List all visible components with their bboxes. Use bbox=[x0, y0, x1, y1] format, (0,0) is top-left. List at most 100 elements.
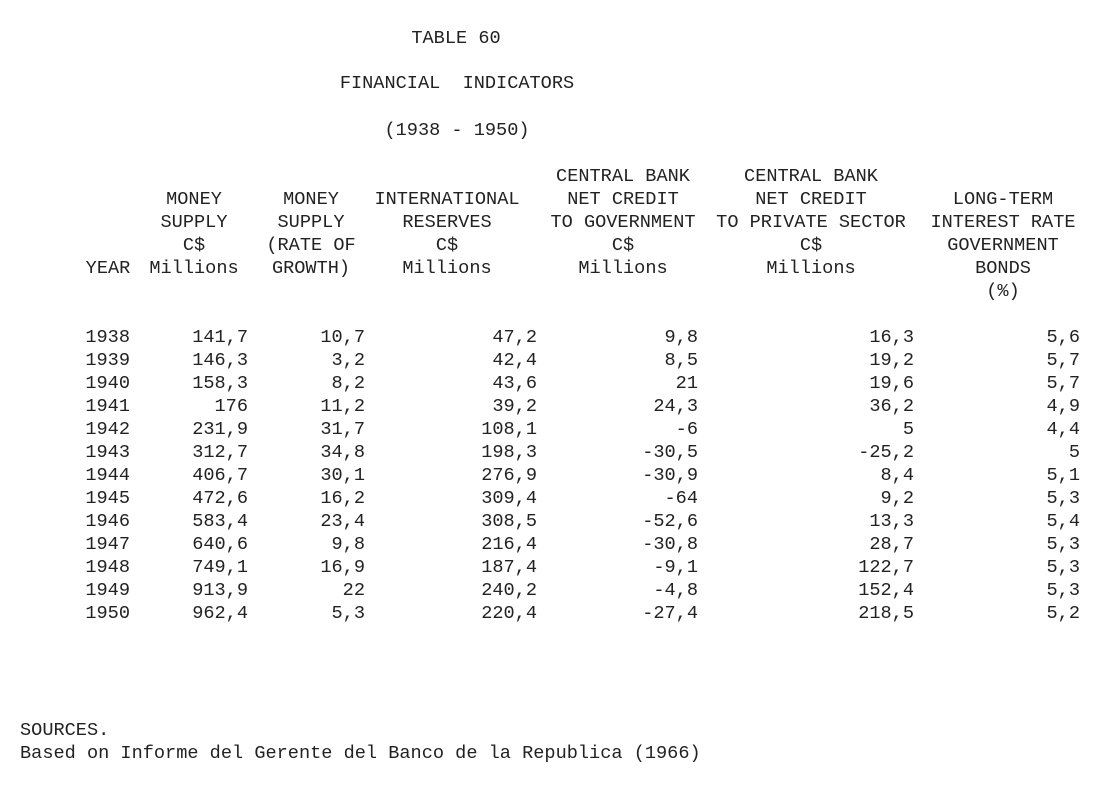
row-year: 1938 bbox=[85, 327, 130, 348]
table-cell-money-supply-growth: 34,8 bbox=[320, 442, 365, 463]
row-year: 1940 bbox=[85, 373, 130, 394]
table-cell-cb-credit-private: 152,4 bbox=[858, 580, 914, 601]
column-header-cb-credit-government: Millions bbox=[578, 258, 668, 279]
column-header-money-supply-growth: (RATE OF bbox=[266, 235, 356, 256]
column-header-money-supply: MONEY bbox=[166, 189, 222, 210]
table-cell-cb-credit-private: 5 bbox=[902, 419, 914, 440]
table-cell-money-supply: 962,4 bbox=[192, 603, 248, 624]
table-cell-money-supply: 749,1 bbox=[192, 557, 248, 578]
column-header-cb-credit-government: C$ bbox=[611, 235, 635, 256]
table-cell-international-reserves: 108,1 bbox=[481, 419, 537, 440]
table-cell-long-term-rate: 4,4 bbox=[1046, 419, 1080, 440]
table-cell-cb-credit-private: 218,5 bbox=[858, 603, 914, 624]
table-cell-international-reserves: 240,2 bbox=[481, 580, 537, 601]
table-cell-cb-credit-government: -9,1 bbox=[653, 557, 698, 578]
table-cell-money-supply: 146,3 bbox=[192, 350, 248, 371]
table-cell-cb-credit-private: 19,2 bbox=[869, 350, 914, 371]
row-year: 1947 bbox=[85, 534, 130, 555]
sources-label: SOURCES. bbox=[20, 720, 110, 741]
row-year: 1944 bbox=[85, 465, 130, 486]
table-cell-international-reserves: 198,3 bbox=[481, 442, 537, 463]
table-cell-long-term-rate: 5,3 bbox=[1046, 580, 1080, 601]
table-cell-cb-credit-government: 21 bbox=[675, 373, 698, 394]
column-header-long-term-rate: BONDS bbox=[975, 258, 1031, 279]
table-cell-money-supply-growth: 10,7 bbox=[320, 327, 365, 348]
table-cell-cb-credit-private: 28,7 bbox=[869, 534, 914, 555]
column-header-money-supply: C$ bbox=[182, 235, 206, 256]
table-cell-long-term-rate: 5,2 bbox=[1046, 603, 1080, 624]
column-header-cb-credit-private: CENTRAL BANK bbox=[744, 166, 878, 187]
column-header-money-supply: SUPPLY bbox=[160, 212, 228, 233]
table-cell-money-supply: 158,3 bbox=[192, 373, 248, 394]
table-cell-international-reserves: 47,2 bbox=[492, 327, 537, 348]
column-header-cb-credit-government: TO GOVERNMENT bbox=[550, 212, 696, 233]
table-cell-money-supply-growth: 30,1 bbox=[320, 465, 365, 486]
table-cell-cb-credit-government: -30,9 bbox=[642, 465, 698, 486]
table-cell-cb-credit-private: 16,3 bbox=[869, 327, 914, 348]
table-cell-money-supply: 141,7 bbox=[192, 327, 248, 348]
sources-text: Based on Informe del Gerente del Banco d… bbox=[20, 743, 701, 764]
table-cell-international-reserves: 220,4 bbox=[481, 603, 537, 624]
row-year: 1939 bbox=[85, 350, 130, 371]
table-cell-international-reserves: 39,2 bbox=[492, 396, 537, 417]
column-header-money-supply-growth: GROWTH) bbox=[271, 258, 351, 279]
table-cell-money-supply: 472,6 bbox=[192, 488, 248, 509]
column-header-international-reserves: INTERNATIONAL bbox=[374, 189, 520, 210]
table-cell-cb-credit-government: -4,8 bbox=[653, 580, 698, 601]
column-header-cb-credit-government: CENTRAL BANK bbox=[556, 166, 690, 187]
table-cell-cb-credit-government: 8,5 bbox=[664, 350, 698, 371]
column-header-long-term-rate: LONG-TERM bbox=[952, 189, 1054, 210]
table-cell-money-supply-growth: 11,2 bbox=[320, 396, 365, 417]
table-cell-long-term-rate: 5,3 bbox=[1046, 534, 1080, 555]
table-cell-money-supply: 640,6 bbox=[192, 534, 248, 555]
column-header-money-supply-growth: SUPPLY bbox=[277, 212, 345, 233]
table-cell-long-term-rate: 5,4 bbox=[1046, 511, 1080, 532]
table-cell-international-reserves: 216,4 bbox=[481, 534, 537, 555]
table-cell-money-supply-growth: 16,2 bbox=[320, 488, 365, 509]
column-header-cb-credit-private: C$ bbox=[799, 235, 823, 256]
row-year: 1943 bbox=[85, 442, 130, 463]
table-cell-long-term-rate: 5,3 bbox=[1046, 488, 1080, 509]
table-number: TABLE 60 bbox=[411, 28, 501, 49]
table-cell-cb-credit-private: 19,6 bbox=[869, 373, 914, 394]
table-period: (1938 - 1950) bbox=[384, 120, 530, 141]
table-cell-international-reserves: 309,4 bbox=[481, 488, 537, 509]
table-cell-money-supply: 312,7 bbox=[192, 442, 248, 463]
table-cell-international-reserves: 42,4 bbox=[492, 350, 537, 371]
table-cell-money-supply-growth: 5,3 bbox=[331, 603, 365, 624]
table-cell-money-supply-growth: 16,9 bbox=[320, 557, 365, 578]
column-header-long-term-rate: (%) bbox=[986, 281, 1020, 302]
row-year: 1942 bbox=[85, 419, 130, 440]
row-year: 1941 bbox=[85, 396, 130, 417]
column-header-international-reserves: Millions bbox=[402, 258, 492, 279]
table-cell-money-supply: 913,9 bbox=[192, 580, 248, 601]
table-cell-cb-credit-government: -52,6 bbox=[642, 511, 698, 532]
table-cell-cb-credit-government: -27,4 bbox=[642, 603, 698, 624]
column-header-long-term-rate: GOVERNMENT bbox=[947, 235, 1059, 256]
table-cell-money-supply-growth: 22 bbox=[342, 580, 365, 601]
table-cell-cb-credit-private: 36,2 bbox=[869, 396, 914, 417]
table-cell-money-supply: 583,4 bbox=[192, 511, 248, 532]
table-cell-cb-credit-private: 13,3 bbox=[869, 511, 914, 532]
table-cell-money-supply: 406,7 bbox=[192, 465, 248, 486]
table-cell-money-supply-growth: 3,2 bbox=[331, 350, 365, 371]
row-year: 1945 bbox=[85, 488, 130, 509]
column-header-cb-credit-private: TO PRIVATE SECTOR bbox=[716, 212, 906, 233]
table-cell-international-reserves: 276,9 bbox=[481, 465, 537, 486]
column-header-cb-credit-government: NET CREDIT bbox=[567, 189, 679, 210]
column-header-international-reserves: RESERVES bbox=[402, 212, 492, 233]
table-cell-cb-credit-private: 122,7 bbox=[858, 557, 914, 578]
table-cell-cb-credit-private: -25,2 bbox=[858, 442, 914, 463]
row-year: 1949 bbox=[85, 580, 130, 601]
table-cell-long-term-rate: 5,1 bbox=[1046, 465, 1080, 486]
table-cell-money-supply-growth: 31,7 bbox=[320, 419, 365, 440]
column-header-long-term-rate: INTEREST RATE bbox=[930, 212, 1076, 233]
table-cell-money-supply-growth: 9,8 bbox=[331, 534, 365, 555]
table-cell-long-term-rate: 5,7 bbox=[1046, 373, 1080, 394]
row-year: 1946 bbox=[85, 511, 130, 532]
table-cell-cb-credit-government: -30,5 bbox=[642, 442, 698, 463]
column-header-international-reserves: C$ bbox=[435, 235, 459, 256]
table-cell-cb-credit-government: -30,8 bbox=[642, 534, 698, 555]
table-cell-long-term-rate: 4,9 bbox=[1046, 396, 1080, 417]
table-cell-money-supply: 176 bbox=[214, 396, 248, 417]
